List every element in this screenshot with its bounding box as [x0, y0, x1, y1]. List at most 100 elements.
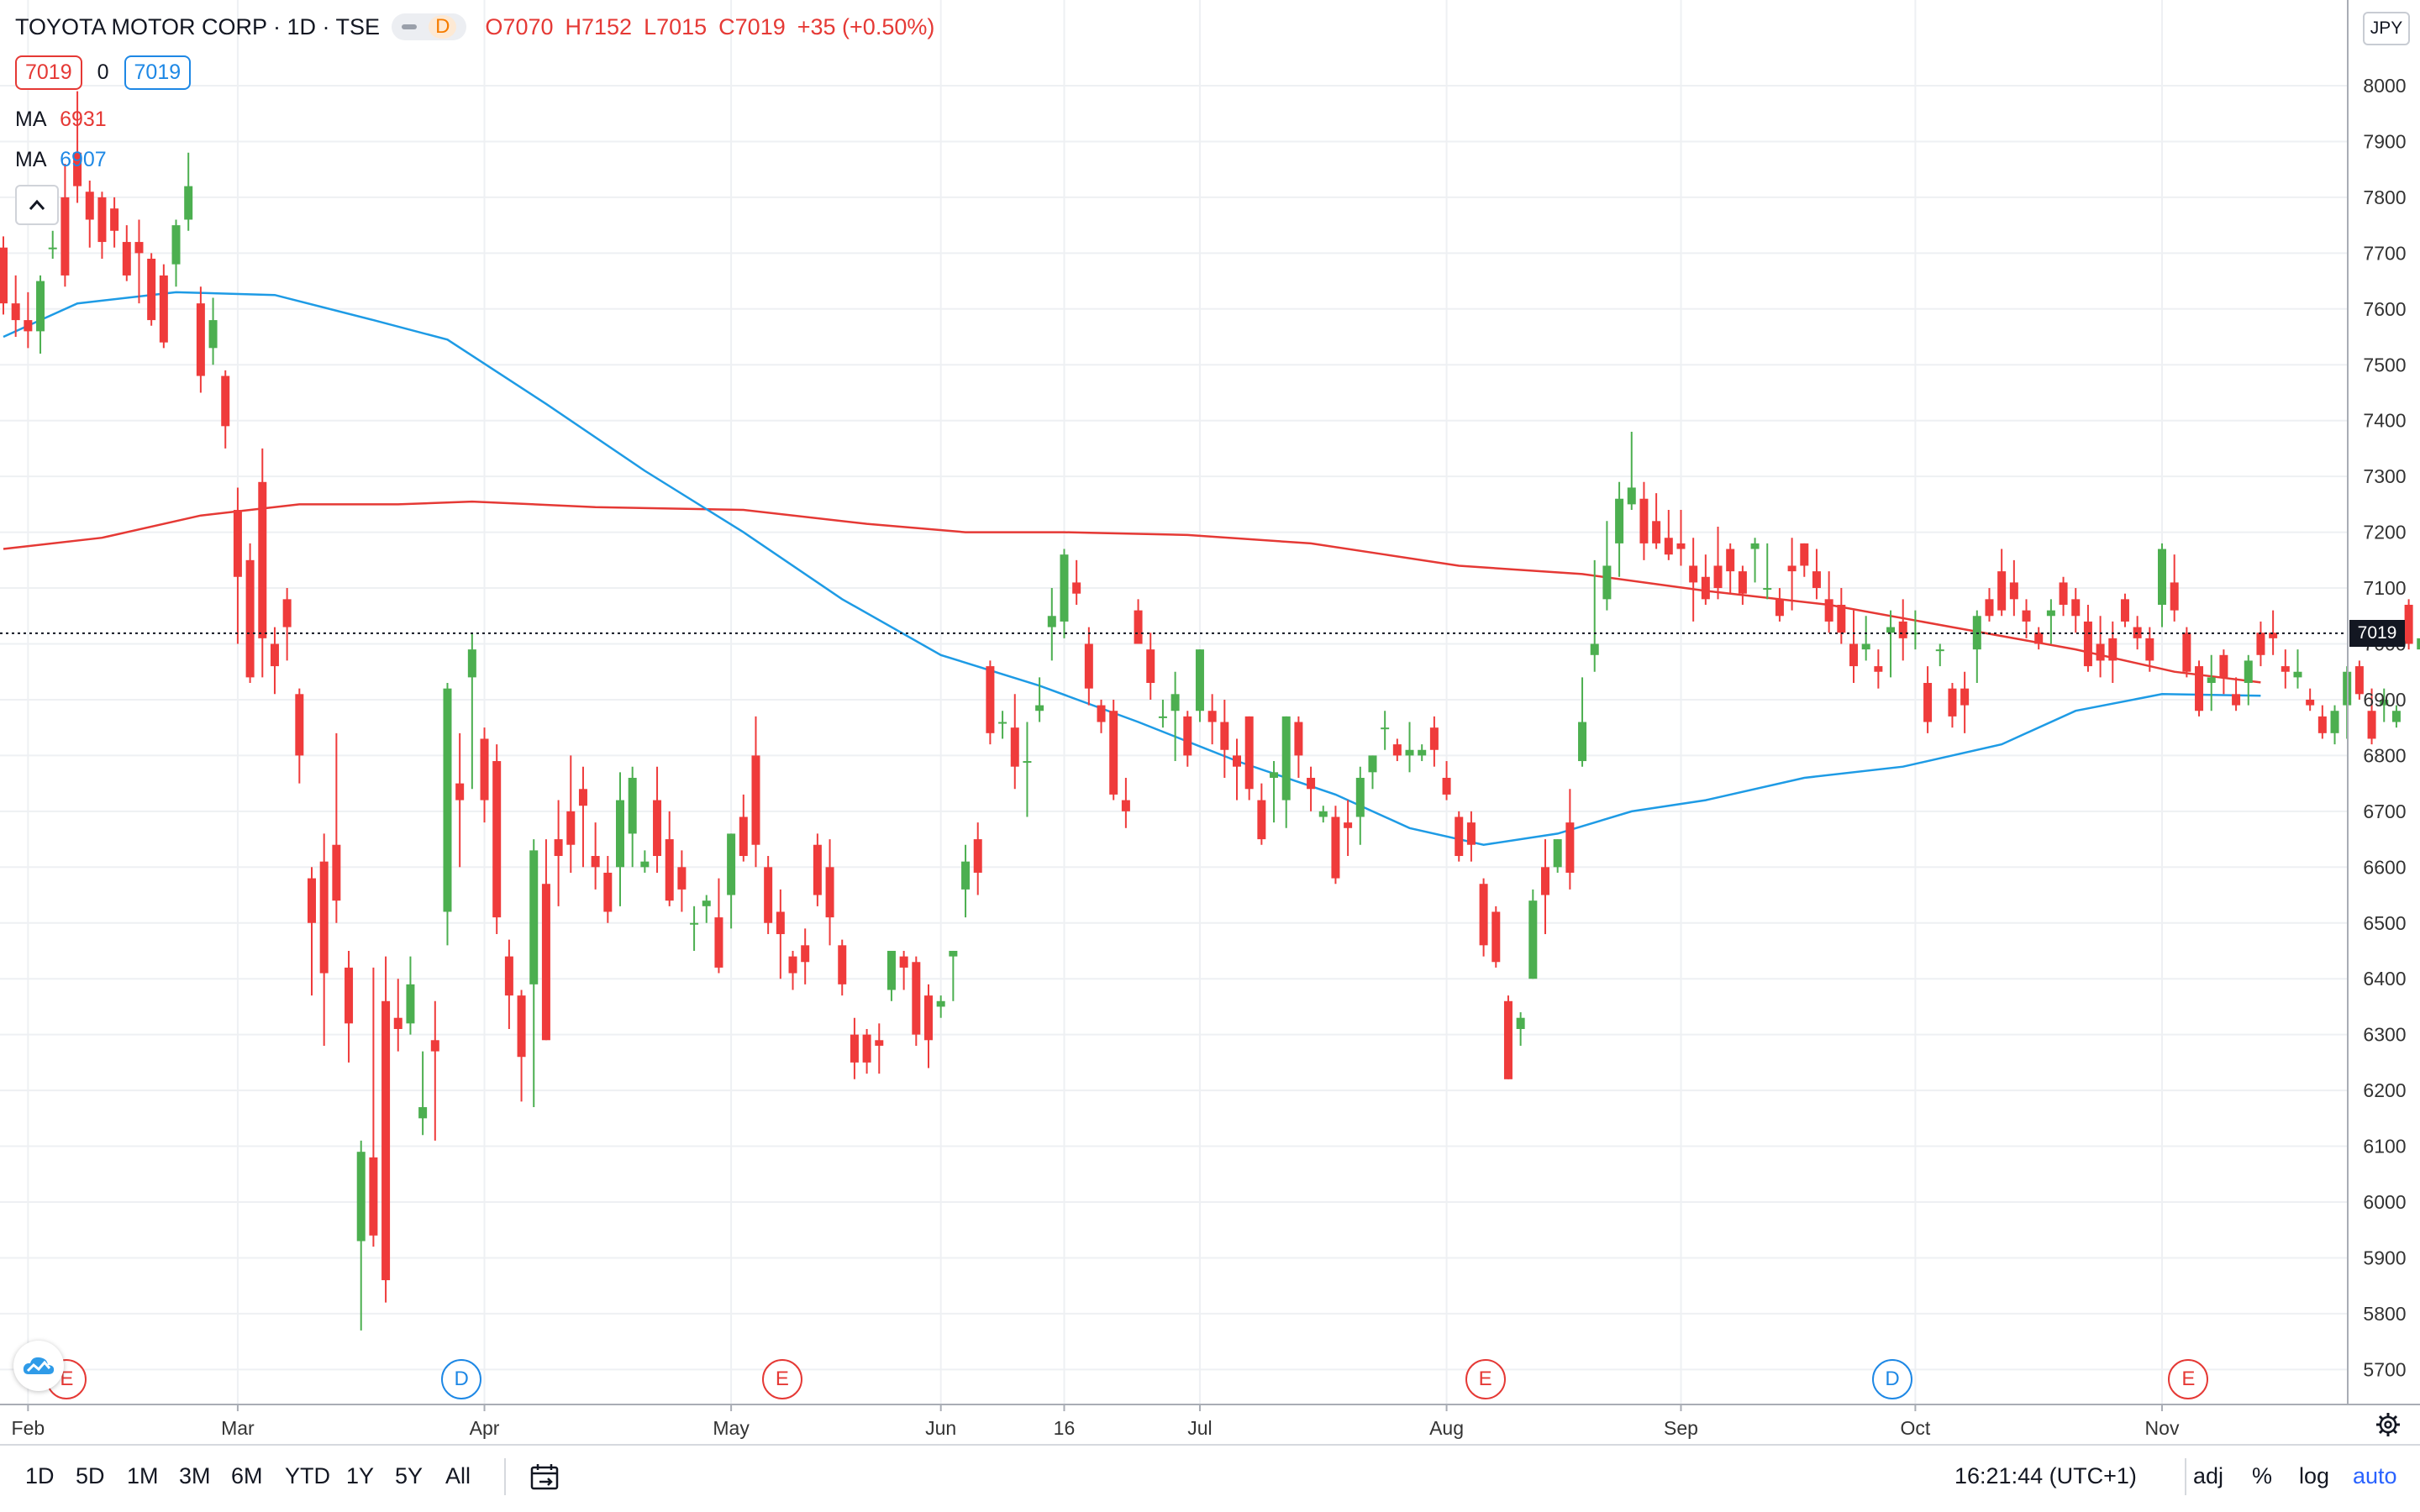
candle	[924, 984, 933, 1068]
market-status-toggle[interactable]: D	[392, 13, 467, 40]
candle	[2009, 559, 2018, 617]
candle-body	[566, 811, 576, 845]
ma-legend-blue[interactable]: MA 6907	[15, 148, 107, 172]
candle-body	[1318, 811, 1328, 817]
percent-scale-toggle[interactable]: %	[2252, 1463, 2273, 1488]
candle	[1355, 766, 1365, 845]
candle-body	[1787, 565, 1797, 572]
price-change: +35 (+0.50%)	[797, 13, 935, 39]
candle-body	[1898, 621, 1907, 638]
candle-body	[2158, 549, 2166, 605]
range-5d-button[interactable]: 5D	[76, 1463, 105, 1488]
earnings-event-marker[interactable]: E	[2168, 1359, 2209, 1399]
candle	[1270, 761, 1279, 823]
clock-display[interactable]: 16:21:44 (UTC+1)	[1954, 1463, 2137, 1488]
candle-body	[616, 800, 624, 868]
auto-scale-toggle[interactable]: auto	[2353, 1463, 2397, 1488]
candle-body	[1109, 711, 1118, 795]
candle-body	[1578, 722, 1587, 762]
candle	[1689, 538, 1698, 622]
candle	[1183, 711, 1192, 767]
candle-body	[1060, 554, 1069, 622]
earnings-event-marker[interactable]: E	[1465, 1359, 1506, 1399]
chart-settings-button[interactable]	[2371, 1408, 2405, 1441]
time-tick-label: Jun	[925, 1417, 956, 1439]
log-scale-toggle[interactable]: log	[2299, 1463, 2330, 1488]
date-range-button[interactable]	[529, 1462, 563, 1495]
candle-body	[1307, 777, 1316, 790]
candle-body	[1171, 694, 1180, 711]
candle	[1307, 766, 1316, 811]
candle	[1047, 588, 1056, 661]
time-tick-label: Apr	[470, 1417, 500, 1439]
candle-body	[1158, 716, 1167, 718]
candle-body	[912, 962, 921, 1035]
candle-body	[541, 884, 550, 1041]
candle	[2046, 599, 2055, 644]
candle-body	[2317, 716, 2327, 733]
candle-body	[1195, 649, 1204, 711]
candle-body	[159, 275, 168, 343]
candle-body	[406, 984, 415, 1024]
ma-value: 6907	[60, 148, 107, 171]
last-price-badge: 7019	[2349, 619, 2405, 647]
candle	[603, 856, 613, 923]
range-1m-button[interactable]: 1M	[127, 1463, 159, 1488]
range-5y-button[interactable]: 5Y	[395, 1463, 424, 1488]
candle-body	[0, 247, 8, 304]
candle-body	[2232, 694, 2241, 706]
candle	[2317, 705, 2327, 739]
candle	[1824, 571, 1833, 633]
range-6m-button[interactable]: 6M	[231, 1463, 263, 1488]
candle	[2022, 599, 2031, 638]
candle	[270, 627, 279, 695]
range-1y-button[interactable]: 1Y	[346, 1463, 375, 1488]
ma-legend-red[interactable]: MA 6931	[15, 108, 107, 132]
candle-body	[2293, 671, 2302, 678]
candle-body	[1418, 749, 1427, 756]
candle-body	[455, 783, 465, 801]
candle-body	[1750, 543, 1760, 549]
range-3m-button[interactable]: 3M	[179, 1463, 211, 1488]
candle-body	[171, 225, 181, 265]
candle	[875, 1023, 884, 1074]
collapse-legend-button[interactable]	[15, 185, 59, 225]
ask-price[interactable]: 7019	[124, 55, 192, 90]
candle	[640, 850, 650, 873]
candle	[690, 906, 699, 951]
candle	[258, 448, 267, 678]
range-1d-button[interactable]: 1D	[25, 1463, 55, 1488]
candle	[1590, 559, 1599, 672]
tradingview-logo[interactable]	[13, 1341, 64, 1391]
candle-body	[1270, 772, 1279, 778]
earnings-event-marker[interactable]: E	[761, 1359, 802, 1399]
candle	[541, 839, 550, 1041]
price-tick-label: 7700	[2363, 242, 2406, 264]
candle	[73, 91, 82, 203]
candle	[2195, 660, 2204, 717]
candle	[2182, 627, 2191, 678]
currency-button[interactable]: JPY	[2363, 12, 2410, 45]
candle-body	[184, 186, 193, 220]
candle-body	[1837, 604, 1846, 633]
dividend-event-marker[interactable]: D	[1872, 1359, 1913, 1399]
candle	[1664, 510, 1673, 560]
candle	[825, 839, 834, 946]
candle-body	[1541, 867, 1549, 895]
candle-body	[1911, 633, 1920, 635]
price-tick-label: 6700	[2363, 801, 2406, 822]
bid-price[interactable]: 7019	[15, 55, 82, 90]
candle	[1528, 889, 1538, 979]
candle	[1429, 716, 1439, 767]
range-ytd-button[interactable]: YTD	[285, 1463, 330, 1488]
chart-grid	[0, 0, 2348, 1404]
candle	[566, 755, 576, 873]
adjust-toggle[interactable]: adj	[2193, 1463, 2224, 1488]
candle-body	[2145, 638, 2154, 661]
candle-body	[2417, 638, 2420, 650]
range-all-button[interactable]: All	[445, 1463, 471, 1488]
dividend-event-marker[interactable]: D	[441, 1359, 482, 1399]
candle	[554, 800, 563, 906]
candle	[1134, 599, 1143, 644]
